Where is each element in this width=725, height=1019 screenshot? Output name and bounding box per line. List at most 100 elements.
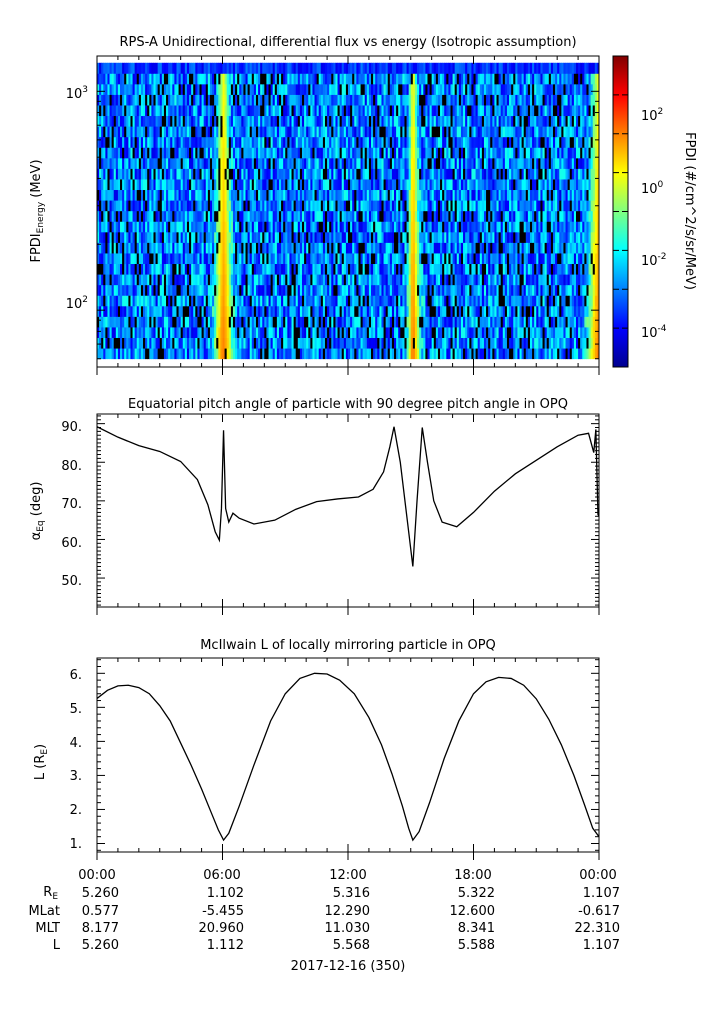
heatmap-cell [582, 210, 585, 222]
heatmap-cell [417, 284, 420, 296]
heatmap-cell [203, 327, 207, 338]
heatmap-cell [354, 210, 357, 222]
heatmap-cell [569, 274, 573, 286]
heatmap-cell [278, 221, 282, 233]
heatmap-cell [433, 231, 437, 243]
heatmap-cell [220, 136, 223, 148]
heatmap-cell [561, 179, 564, 191]
heatmap-cell [120, 337, 123, 349]
heatmap-cell [157, 221, 161, 233]
heatmap-cell [293, 231, 297, 243]
heatmap-cell [498, 242, 502, 254]
heatmap-cell [214, 337, 217, 349]
heatmap-cell [513, 210, 516, 222]
heatmap-cell [521, 210, 525, 222]
heatmap-cell [406, 147, 410, 159]
heatmap-cell [469, 231, 472, 243]
heatmap-cell [174, 147, 177, 159]
heatmap-cell [504, 316, 508, 328]
heatmap-cell [414, 305, 418, 317]
heatmap-cell [249, 295, 253, 307]
heatmap-cell [375, 189, 378, 201]
heatmap-cell [536, 200, 539, 212]
heatmap-cell [469, 274, 472, 286]
heatmap-cell [113, 337, 117, 349]
heatmap-cell [293, 305, 297, 317]
heatmap-cell [339, 284, 343, 296]
heatmap-cell [588, 221, 592, 233]
heatmap-cell [132, 147, 136, 159]
heatmap-cell [101, 147, 104, 159]
heatmap-cell [421, 221, 424, 233]
heatmap-cell [356, 263, 359, 275]
heatmap-cell [168, 295, 171, 307]
heatmap-cell [385, 284, 389, 296]
heatmap-cell [124, 274, 127, 286]
heatmap-cell [272, 274, 276, 286]
heatmap-cell [262, 242, 265, 254]
heatmap-cell [525, 189, 529, 201]
heatmap-cell [174, 327, 177, 338]
heatmap-cell [433, 210, 437, 222]
heatmap-cell [239, 136, 242, 148]
heatmap-cell [544, 210, 548, 222]
heatmap-cell [255, 295, 259, 307]
heatmap-cell [546, 210, 550, 222]
heatmap-cell [276, 168, 280, 180]
heatmap-cell [529, 157, 533, 169]
heatmap-cell [492, 189, 495, 201]
heatmap-cell [214, 316, 217, 328]
heatmap-cell [253, 274, 257, 286]
heatmap-cell [400, 189, 403, 201]
heatmap-cell [182, 168, 186, 180]
heatmap-cell [147, 189, 150, 201]
heatmap-cell [322, 327, 326, 338]
heatmap-cell [433, 327, 437, 338]
heatmap-cell [504, 147, 508, 159]
heatmap-cell [149, 136, 152, 148]
heatmap-cell [301, 179, 305, 191]
heatmap-cell [147, 231, 150, 243]
heatmap-cell [174, 189, 177, 201]
heatmap-cell [575, 168, 579, 180]
heatmap-cell [291, 136, 295, 148]
heatmap-cell [224, 337, 228, 349]
heatmap-cell [149, 221, 152, 233]
heatmap-cell [569, 284, 573, 296]
heatmap-cell [394, 337, 397, 349]
heatmap-cell [132, 242, 136, 254]
heatmap-cell [364, 348, 368, 360]
heatmap-cell [552, 327, 556, 338]
heatmap-cell [584, 168, 587, 180]
heatmap-cell [299, 157, 303, 169]
heatmap-cell [596, 305, 600, 317]
heatmap-cell [486, 305, 489, 317]
heatmap-cell [400, 210, 403, 222]
heatmap-cell [496, 263, 499, 275]
heatmap-cell [458, 168, 462, 180]
heatmap-cell [147, 253, 150, 265]
heatmap-cell [172, 337, 175, 349]
heatmap-cell [435, 189, 439, 201]
heatmap-cell [170, 136, 173, 148]
heatmap-cell [483, 253, 487, 265]
heatmap-cell [569, 263, 573, 275]
heatmap-cell [122, 157, 125, 169]
heatmap-cell [492, 231, 495, 243]
heatmap-cell [394, 348, 397, 360]
heatmap-cell [419, 221, 422, 233]
heatmap-cell [584, 305, 587, 317]
heatmap-cell [212, 348, 215, 360]
heatmap-cell [442, 231, 445, 243]
heatmap-cell [310, 316, 313, 328]
heatmap-cell [417, 210, 420, 222]
heatmap-cell [559, 274, 562, 286]
heatmap-cell [429, 157, 433, 169]
heatmap-cell [404, 327, 407, 338]
heatmap-cell [306, 284, 309, 296]
heatmap-cell [431, 274, 435, 286]
heatmap-cell [172, 210, 175, 222]
heatmap-cell [331, 316, 334, 328]
heatmap-cell [373, 305, 376, 317]
heatmap-cell [373, 348, 376, 360]
